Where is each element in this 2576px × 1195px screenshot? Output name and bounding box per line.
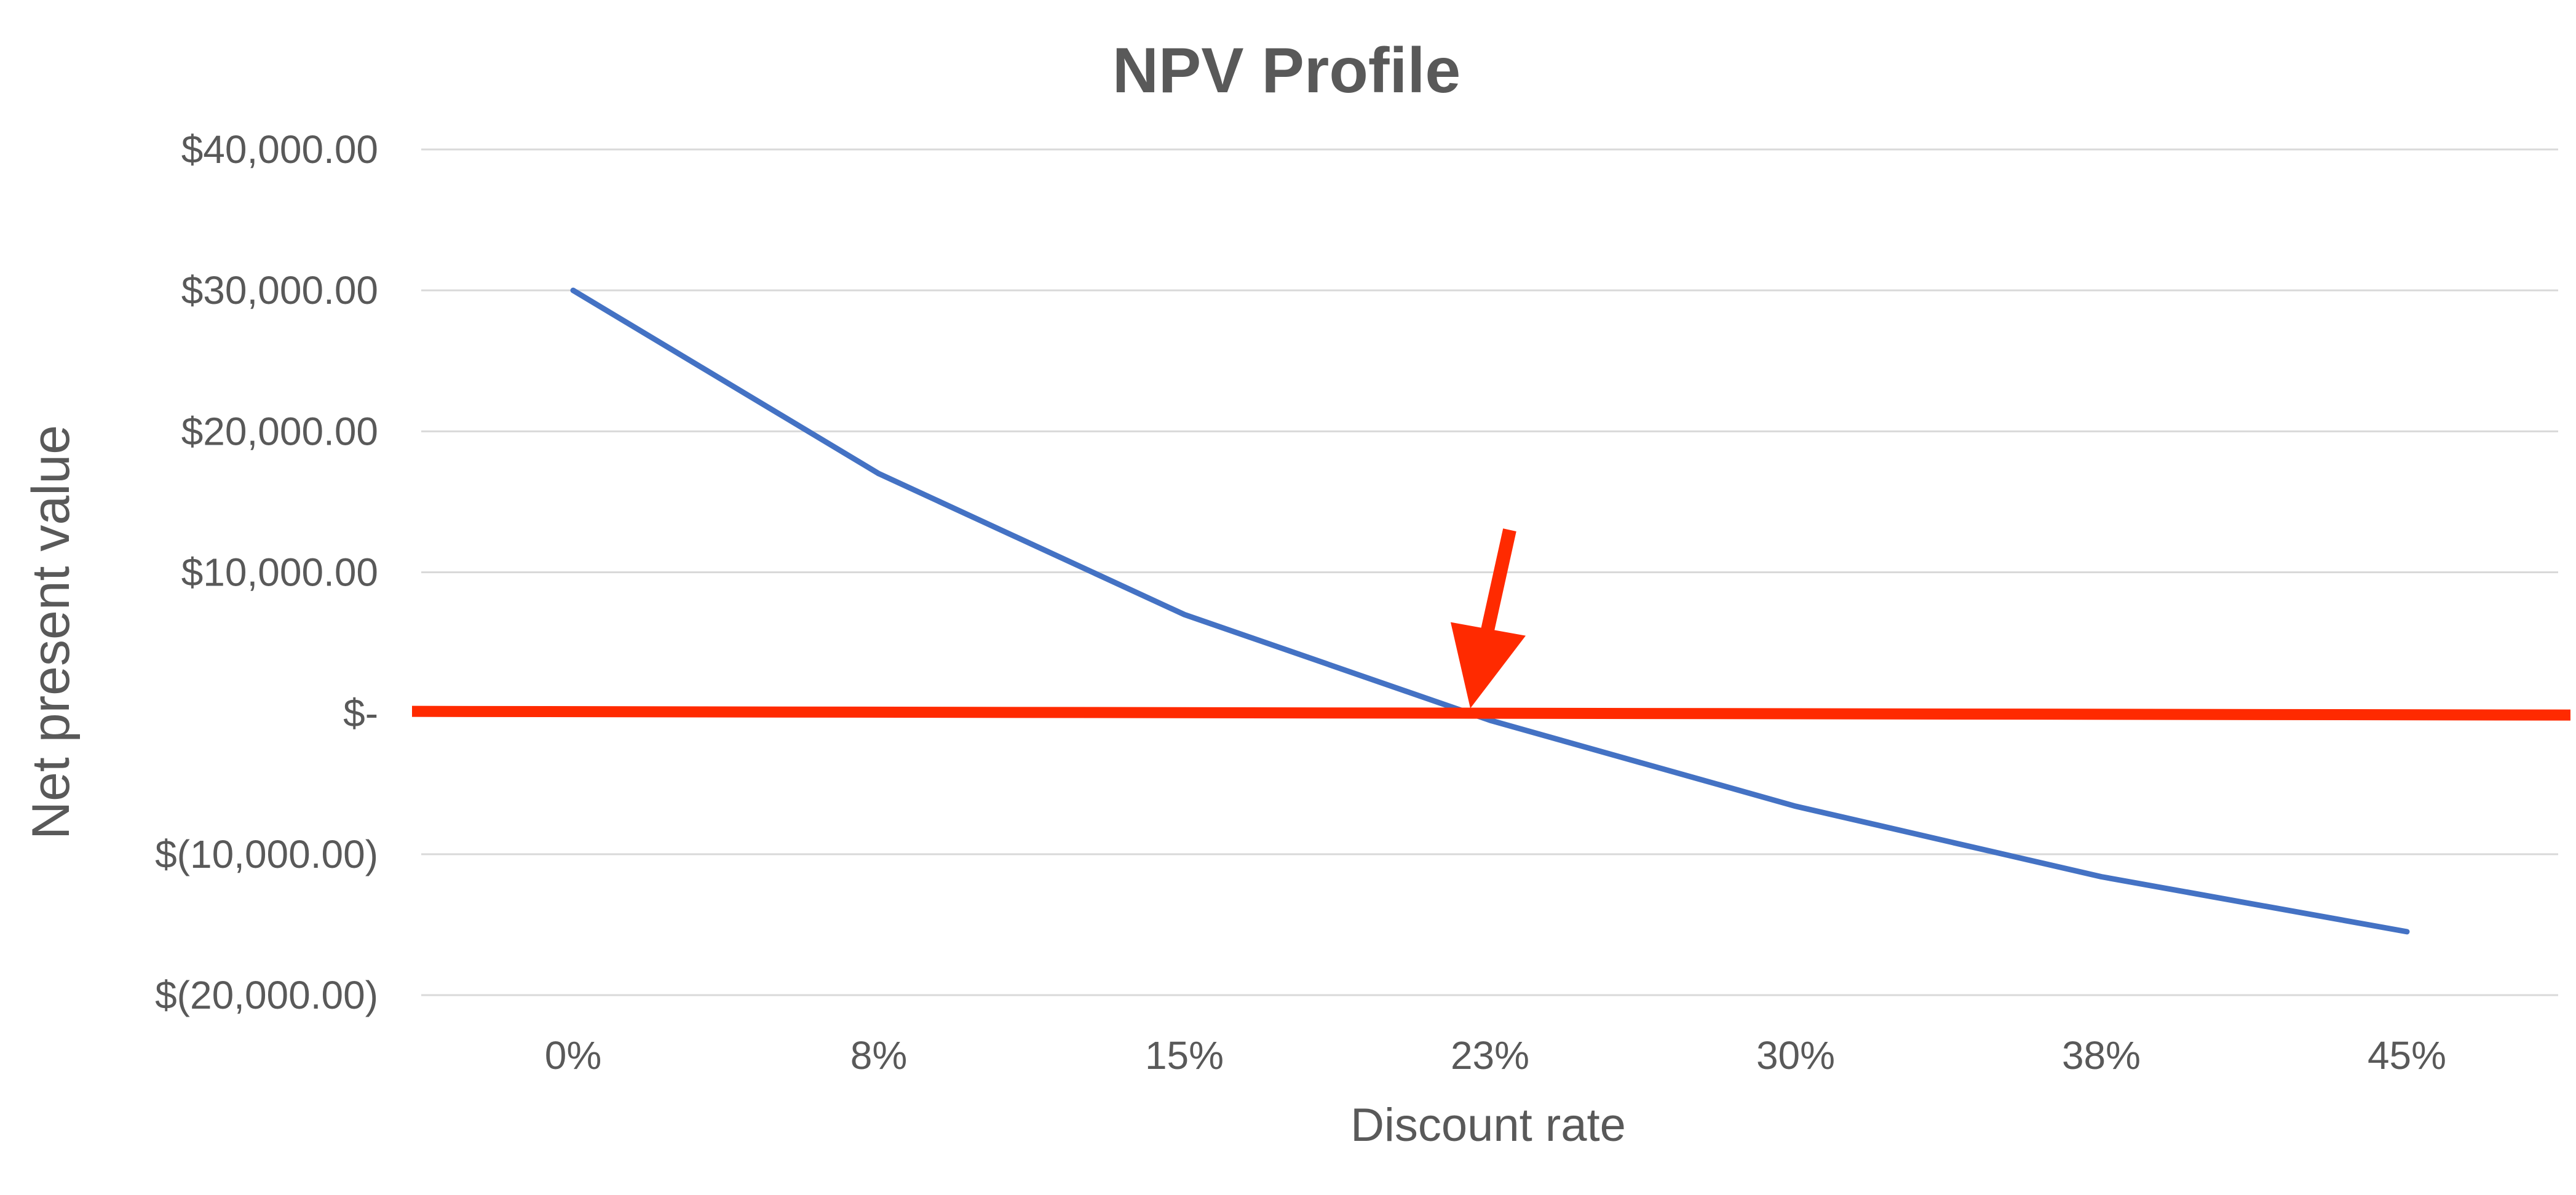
y-tick-label: $10,000.00 <box>181 550 378 595</box>
npv-series-line <box>570 287 2410 935</box>
y-tick-label: $(20,000.00) <box>155 973 378 1017</box>
gridlines <box>421 148 2558 996</box>
chart-title: NPV Profile <box>1112 35 1460 106</box>
x-tick-label: 23% <box>1451 1033 1529 1078</box>
y-axis-ticks: $40,000.00 $30,000.00 $20,000.00 $10,000.00… <box>155 127 378 1017</box>
irr-arrow-head <box>1451 622 1526 709</box>
zero-npv-line <box>411 705 2571 721</box>
x-tick-label: 30% <box>1756 1033 1835 1078</box>
y-axis-label: Net present value <box>22 425 81 840</box>
y-tick-label: $(10,000.00) <box>155 832 378 876</box>
y-tick-label: $20,000.00 <box>181 409 378 453</box>
y-tick-label: $30,000.00 <box>181 268 378 312</box>
x-tick-label: 45% <box>2368 1033 2446 1078</box>
x-tick-label: 8% <box>850 1033 908 1078</box>
irr-arrow <box>1451 528 1526 709</box>
x-axis-ticks: 0% 8% 15% 23% 30% 38% 45% <box>545 1033 2446 1078</box>
x-tick-label: 38% <box>2062 1033 2141 1078</box>
y-tick-label: $40,000.00 <box>181 127 378 172</box>
x-tick-label: 15% <box>1145 1033 1224 1078</box>
x-axis-label: Discount rate <box>1350 1099 1626 1151</box>
irr-arrow-shaft <box>1477 528 1516 649</box>
x-tick-label: 0% <box>545 1033 602 1078</box>
y-tick-label: $- <box>343 691 378 736</box>
